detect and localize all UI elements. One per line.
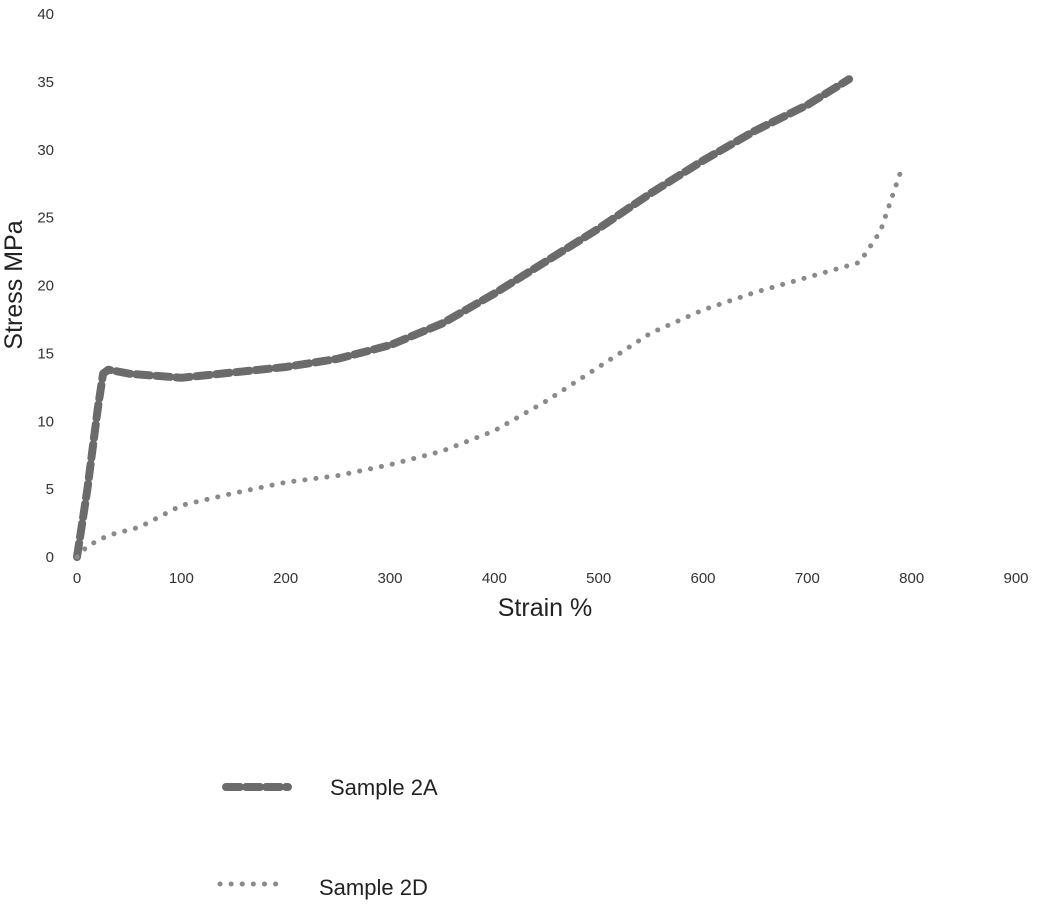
- x-tick-label: 800: [899, 570, 924, 587]
- y-axis-title: Stress MPa: [0, 220, 28, 349]
- x-tick-label: 200: [273, 570, 298, 587]
- x-tick-label: 900: [1003, 570, 1028, 587]
- y-axis-ticks: 0 5 10 15 20 25 30 35 40: [37, 6, 54, 566]
- y-tick-label: 0: [46, 549, 54, 566]
- legend: Sample 2A Sample 2D: [220, 775, 438, 900]
- y-tick-label: 40: [37, 6, 54, 23]
- x-axis-title: Strain %: [498, 594, 592, 622]
- y-tick-label: 20: [37, 278, 54, 295]
- series-line-sample-2a: [77, 79, 849, 557]
- x-tick-label: 100: [169, 570, 194, 587]
- legend-item-sample-2d: Sample 2D: [220, 875, 428, 900]
- x-tick-label: 400: [482, 570, 507, 587]
- x-tick-label: 600: [690, 570, 715, 587]
- legend-label-sample-2a: Sample 2A: [330, 775, 438, 800]
- series-line-sample-2d: [77, 170, 901, 557]
- x-tick-label: 0: [73, 570, 81, 587]
- y-tick-label: 30: [37, 142, 54, 159]
- x-tick-label: 300: [377, 570, 402, 587]
- legend-label-sample-2d: Sample 2D: [319, 875, 428, 900]
- y-tick-label: 25: [37, 210, 54, 227]
- x-axis-ticks: 0 100 200 300 400 500 600 700 800 900: [73, 570, 1029, 587]
- x-tick-label: 700: [795, 570, 820, 587]
- y-tick-label: 15: [37, 345, 54, 362]
- legend-item-sample-2a: Sample 2A: [226, 775, 438, 800]
- y-tick-label: 35: [37, 74, 54, 91]
- series-layer: [77, 79, 901, 557]
- y-tick-label: 5: [46, 481, 54, 498]
- x-tick-label: 500: [586, 570, 611, 587]
- y-tick-label: 10: [37, 413, 54, 430]
